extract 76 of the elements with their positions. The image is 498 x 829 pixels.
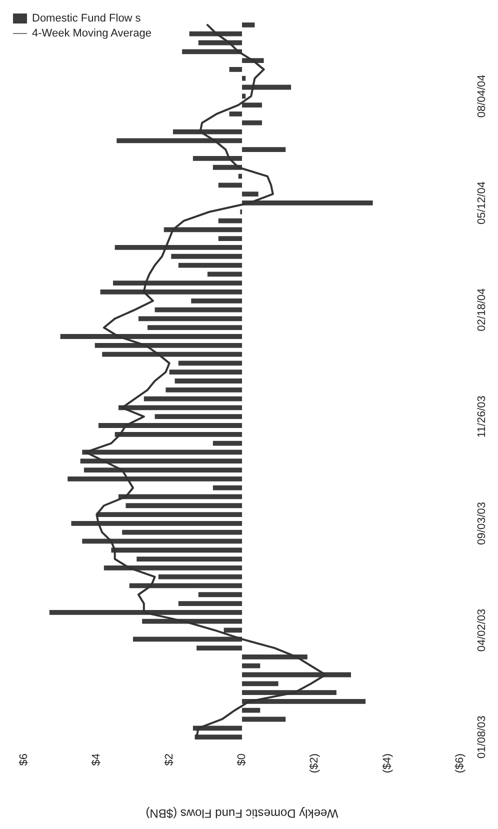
bar [122,530,242,535]
bar [166,387,242,392]
x-tick-label: $0 [236,754,248,766]
bar [133,636,242,642]
bar [178,360,242,366]
bar [144,396,242,402]
bar [182,49,242,54]
bar [198,592,242,598]
bar [154,414,242,420]
bar [148,325,242,330]
bar [98,423,242,428]
y-tick-label: 09/03/03 [476,502,488,545]
bar [114,432,242,437]
x-tick-label: ($2) [308,754,321,774]
bar [94,342,242,348]
bar [229,112,242,116]
bar [212,485,242,490]
x-axis-title: Weekly Domestic Fund Flows ($BN) [146,806,338,820]
bar [138,316,242,322]
bar [174,378,242,384]
y-tick-label: 08/04/04 [476,74,488,118]
legend-label: 4-Week Moving Average [32,28,152,40]
bar [158,574,242,580]
bar [218,182,242,188]
bar [154,307,242,312]
legend-label: Domestic Fund Flow s [32,12,142,24]
bar [178,601,242,606]
bar [189,31,242,36]
bar [218,218,242,224]
y-tick-label: 01/08/03 [476,716,488,758]
bar [242,102,262,108]
bar [100,290,242,294]
x-tick-label: $6 [18,754,30,766]
y-tick-label: 02/18/04 [476,288,488,332]
bar [207,272,242,277]
x-tick-label: ($4) [381,754,394,774]
bar [212,440,242,446]
bar [242,716,286,722]
bar [242,120,262,126]
bar [242,94,246,99]
bar [111,548,242,553]
x-tick-label: $2 [163,754,176,766]
bar [191,298,242,304]
y-tick-label: 05/12/04 [476,182,488,224]
bar [171,254,242,259]
bar [142,618,242,624]
bar [196,646,242,650]
bar [224,628,242,633]
bar [169,370,242,375]
bar [164,227,242,232]
y-tick-label: 11/26/03 [476,396,488,438]
x-tick-label: ($6) [454,754,466,774]
bar [104,565,242,570]
bar [242,663,260,668]
bar [126,503,242,508]
bar [218,236,242,242]
bar [242,708,260,713]
bar [242,147,286,152]
bar [136,556,242,562]
y-tick-label: 04/02/03 [476,608,488,652]
bar [242,76,246,81]
bar [102,352,242,357]
bar [242,681,278,686]
bar [229,67,242,72]
bar [242,654,308,660]
bar [113,280,242,286]
bar [178,262,242,268]
x-tick-label: $4 [90,754,103,766]
bar [114,245,242,250]
bar [116,138,242,144]
bar [242,192,258,197]
bar [212,164,242,170]
bar [192,726,242,731]
bar [192,156,242,161]
bar [242,22,255,28]
bar [96,512,242,517]
